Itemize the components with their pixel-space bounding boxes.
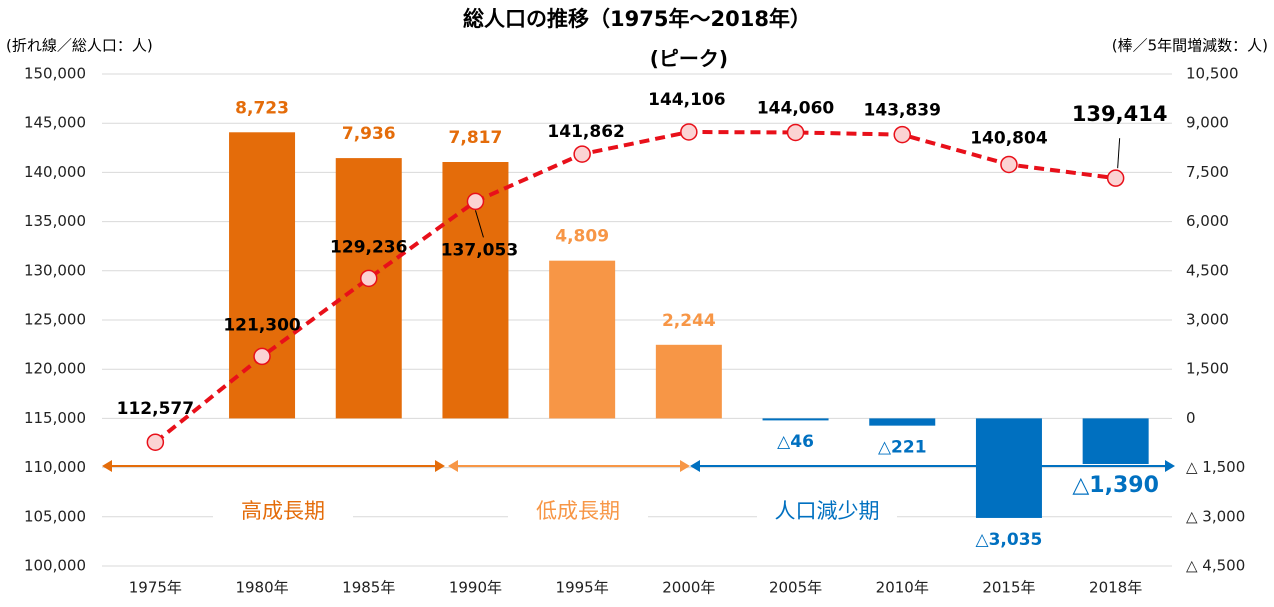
bar <box>869 418 936 426</box>
line-value-label: 129,236 <box>330 237 407 257</box>
line-value-label: 139,414 <box>1072 102 1168 126</box>
y-tick-label: 130,000 <box>24 261 86 279</box>
bar <box>549 260 616 419</box>
line-value-label: 137,053 <box>441 240 518 260</box>
bar-value-label: 7,817 <box>449 128 503 148</box>
line-marker <box>573 145 591 163</box>
y2-tick-label: 7,500 <box>1186 163 1229 181</box>
x-tick-label: 1980年 <box>235 579 288 597</box>
y2-tick-label: 4,500 <box>1186 261 1229 279</box>
bar-value-label: 4,809 <box>555 227 609 247</box>
y2-tick-label: 6,000 <box>1186 212 1229 230</box>
period-label: 人口減少期 <box>775 499 880 523</box>
bar-value-label: 2,244 <box>662 311 716 331</box>
bar <box>975 418 1042 518</box>
line-marker <box>786 123 805 142</box>
leader-line <box>474 210 484 238</box>
bar <box>655 344 722 419</box>
y2-tick-label: 3,000 <box>1186 311 1229 329</box>
bar <box>229 132 296 419</box>
period-label: 低成長期 <box>536 499 620 523</box>
y2-tick-label: 1,500 <box>1186 360 1229 378</box>
period-label-bg <box>508 494 648 528</box>
period-label-bg <box>757 494 897 528</box>
line-value-label: 140,804 <box>970 128 1048 148</box>
line-value-label: 121,300 <box>223 315 301 335</box>
bar-value-label: 8,723 <box>235 98 289 118</box>
bar-value-label: △221 <box>878 438 927 458</box>
line-marker <box>1000 155 1018 174</box>
y2-axis-label: (棒／5年間増減数：人) <box>1112 37 1268 55</box>
y-tick-label: 125,000 <box>24 311 86 329</box>
x-tick-label: 2010年 <box>876 579 929 597</box>
line-value-label: 144,106 <box>648 90 725 110</box>
x-tick-label: 2000年 <box>662 579 715 597</box>
y-tick-label: 110,000 <box>24 458 86 476</box>
y-axis-label: (折れ線／総人口：人) <box>6 37 153 55</box>
x-tick-label: 1995年 <box>556 579 609 597</box>
bar <box>762 418 829 421</box>
y-tick-label: 120,000 <box>24 360 86 378</box>
line-marker <box>893 125 911 144</box>
y2-tick-label: 9,000 <box>1186 114 1229 132</box>
y-tick-label: 100,000 <box>24 557 86 575</box>
x-tick-label: 1985年 <box>342 579 395 597</box>
y2-tick-label: △ 3,000 <box>1186 507 1245 525</box>
line-marker <box>253 347 271 366</box>
x-tick-label: 2005年 <box>769 579 822 597</box>
period-label-bg <box>213 494 353 528</box>
leader-line <box>1117 138 1121 169</box>
y2-tick-label: △ 4,500 <box>1186 557 1245 575</box>
line-value-label: 112,577 <box>117 399 194 419</box>
y-tick-label: 150,000 <box>24 65 86 83</box>
chart-title: 総人口の推移（1975年〜2018年） <box>463 7 811 31</box>
bar-value-label: △3,035 <box>976 530 1043 550</box>
x-tick-label: 1990年 <box>449 579 502 597</box>
line-marker <box>680 123 698 141</box>
annotation: (ピーク) <box>650 47 728 71</box>
line-marker <box>466 192 485 211</box>
x-tick-label: 2018年 <box>1089 579 1142 597</box>
line-value-label: 141,862 <box>547 122 624 142</box>
y2-tick-label: 10,500 <box>1186 65 1239 83</box>
bar-value-label: △46 <box>777 432 814 452</box>
y2-tick-label: △ 1,500 <box>1186 458 1245 476</box>
y-tick-label: 115,000 <box>24 409 86 427</box>
bar <box>1082 418 1149 464</box>
bar-value-label: 7,936 <box>342 124 396 144</box>
x-tick-label: 2015年 <box>982 579 1035 597</box>
line-marker <box>360 269 378 288</box>
line-marker <box>146 433 165 451</box>
line-value-label: 143,839 <box>864 101 941 121</box>
y-tick-label: 145,000 <box>24 114 86 132</box>
period-label: 高成長期 <box>241 499 325 523</box>
y-tick-label: 105,000 <box>24 507 86 525</box>
x-tick-label: 1975年 <box>129 579 182 597</box>
y2-tick-label: 0 <box>1186 409 1196 427</box>
y-tick-label: 135,000 <box>24 212 86 230</box>
bar <box>335 158 402 419</box>
bar-value-label: △1,390 <box>1072 473 1159 498</box>
y-tick-label: 140,000 <box>24 163 86 181</box>
line <box>154 129 1116 444</box>
line-value-label: 144,060 <box>757 98 835 118</box>
line-marker <box>1106 169 1125 187</box>
